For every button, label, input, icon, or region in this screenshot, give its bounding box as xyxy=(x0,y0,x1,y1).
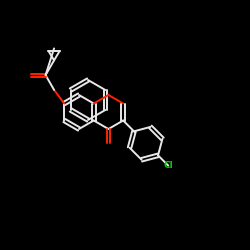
Text: Cl: Cl xyxy=(163,161,173,170)
